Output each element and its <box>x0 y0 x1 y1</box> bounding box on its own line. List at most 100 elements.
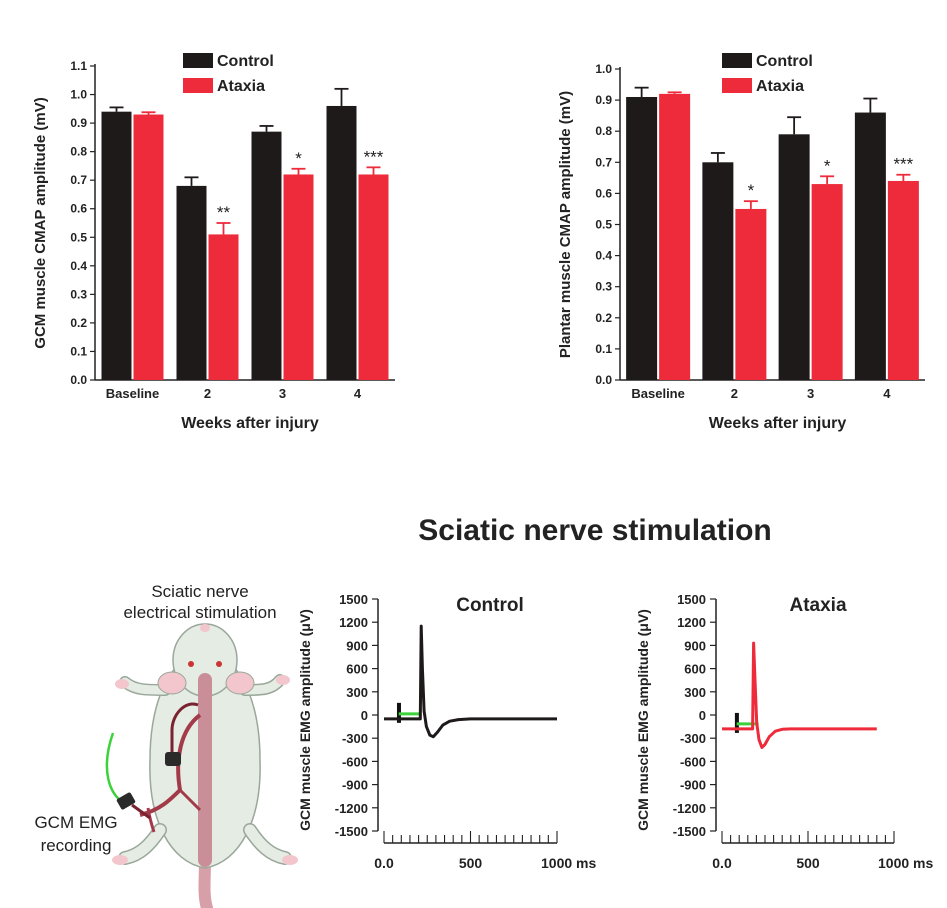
y-tick-label: 0.8 <box>595 124 612 138</box>
bar-ataxia <box>283 174 314 380</box>
x-axis-label: Weeks after injury <box>181 415 319 432</box>
y-tick-label: 0 <box>699 708 706 723</box>
y-tick-label: -1200 <box>335 801 368 816</box>
y-tick-label: -300 <box>680 731 706 746</box>
y-tick-label: 0.7 <box>70 173 87 187</box>
chart-title: Control <box>456 595 524 616</box>
x-tick-label: 4 <box>883 386 891 401</box>
y-tick-label: 600 <box>684 662 706 677</box>
stimulation-label-line2: electrical stimulation <box>123 603 276 622</box>
x-tick-label: 3 <box>807 386 814 401</box>
stimulating-electrode <box>165 752 181 766</box>
bar-ataxia <box>811 184 843 380</box>
x-tick-label: 1000 ms <box>878 855 933 871</box>
bar-ataxia <box>208 234 239 380</box>
y-tick-label: 0.1 <box>595 342 612 356</box>
y-tick-label: 0.0 <box>595 373 612 387</box>
x-tick-label: 500 <box>459 855 483 871</box>
y-tick-label: -1200 <box>673 801 706 816</box>
y-tick-label: 600 <box>346 662 368 677</box>
y-tick-label: -600 <box>680 754 706 769</box>
y-tick-label: 0.7 <box>595 155 612 169</box>
chart-title: Ataxia <box>789 595 846 616</box>
y-tick-label: 300 <box>684 685 706 700</box>
y-tick-label: 1200 <box>339 615 368 630</box>
y-tick-label: 0 <box>361 708 368 723</box>
legend-swatch-ataxia <box>183 78 213 93</box>
bar-control <box>702 162 734 380</box>
x-tick-label: 0.0 <box>374 855 394 871</box>
legend-swatch-ataxia <box>722 78 752 93</box>
y-tick-label: 0.3 <box>70 287 87 301</box>
y-tick-label: 1.0 <box>70 88 87 102</box>
significance-marker: * <box>748 181 755 200</box>
bar-control <box>854 112 886 380</box>
y-tick-label: -1500 <box>335 824 368 839</box>
x-tick-label: Baseline <box>631 386 684 401</box>
x-tick-label: 1000 ms <box>541 855 596 871</box>
y-tick-label: -1500 <box>673 824 706 839</box>
y-tick-label: 1200 <box>677 615 706 630</box>
y-tick-label: -300 <box>342 731 368 746</box>
y-tick-label: -900 <box>342 778 368 793</box>
y-tick-label: 0.6 <box>595 186 612 200</box>
y-tick-label: 0.5 <box>595 218 612 232</box>
y-tick-label: 1500 <box>677 592 706 607</box>
x-tick-label: 4 <box>354 386 362 401</box>
bar-control <box>326 105 357 381</box>
y-tick-label: 0.3 <box>595 280 612 294</box>
significance-marker: ** <box>217 203 231 222</box>
x-tick-label: 3 <box>279 386 286 401</box>
x-tick-label: 2 <box>731 386 738 401</box>
bar-control <box>626 96 658 381</box>
legend-swatch-control <box>183 53 213 68</box>
x-tick-label: 2 <box>204 386 211 401</box>
y-axis-label: Plantar muscle CMAP amplitude (mV) <box>557 91 574 358</box>
y-axis-label: GCM muscle CMAP amplitude (mV) <box>32 97 49 348</box>
y-tick-label: 1.1 <box>70 59 87 73</box>
stimulation-label-line1: Sciatic nerve <box>151 582 248 601</box>
y-axis-label: GCM muscle EMG amplitude (μV) <box>297 609 313 831</box>
y-tick-label: 900 <box>684 638 706 653</box>
significance-marker: *** <box>893 155 913 174</box>
gcm-cmap-bar-chart: 0.0 0.1 0.2 0.3 0.4 0.5 0.6 0.7 0.8 0.9 1.0 1.1 GCM … <box>32 53 395 432</box>
bar-ataxia <box>358 174 389 380</box>
plantar-cmap-bar-chart: 0.0 0.1 0.2 0.3 0.4 0.5 0.6 0.7 0.8 0.9 1.0 Plantar… <box>557 53 925 432</box>
emg-trace <box>384 624 557 739</box>
bar-ataxia <box>659 93 691 380</box>
x-axis-label: Weeks after injury <box>709 415 847 432</box>
x-tick-label: 500 <box>796 855 820 871</box>
y-tick-label: 0.6 <box>70 202 87 216</box>
significance-marker: * <box>295 149 302 168</box>
y-tick-label: 0.9 <box>595 93 612 107</box>
y-tick-label: 0.0 <box>70 373 87 387</box>
legend-label-control: Control <box>756 53 813 70</box>
x-tick-label: Baseline <box>106 386 159 401</box>
y-tick-label: 0.2 <box>595 311 612 325</box>
control-emg-trace-chart: 1500 1200 900 600 300 0 -300 -600 -900 -1200 -1500… <box>297 592 596 871</box>
y-tick-label: 300 <box>346 685 368 700</box>
section-title: Sciatic nerve stimulation <box>418 514 771 547</box>
bar-control <box>176 185 207 380</box>
y-tick-label: 0.5 <box>70 230 87 244</box>
bar-ataxia <box>735 208 767 380</box>
significance-marker: * <box>824 156 831 175</box>
legend-label-control: Control <box>217 53 274 70</box>
bar-control <box>251 131 282 380</box>
y-tick-label: 0.4 <box>595 249 612 263</box>
y-tick-label: 1.0 <box>595 62 612 76</box>
y-tick-label: 900 <box>346 638 368 653</box>
legend-label-ataxia: Ataxia <box>217 78 265 95</box>
bar-control <box>101 111 132 380</box>
recording-label-line1: GCM EMG <box>34 813 117 832</box>
y-tick-label: 0.1 <box>70 344 87 358</box>
emg-trace <box>722 641 877 749</box>
x-tick-label: 0.0 <box>712 855 732 871</box>
y-tick-label: 1500 <box>339 592 368 607</box>
recording-wire <box>105 732 124 804</box>
y-tick-label: 0.2 <box>70 316 87 330</box>
ataxia-emg-trace-chart: 1500 1200 900 600 300 0 -300 -600 -900 -1200 -1500… <box>635 592 933 871</box>
bar-control <box>778 134 810 380</box>
recording-electrode <box>116 792 136 810</box>
